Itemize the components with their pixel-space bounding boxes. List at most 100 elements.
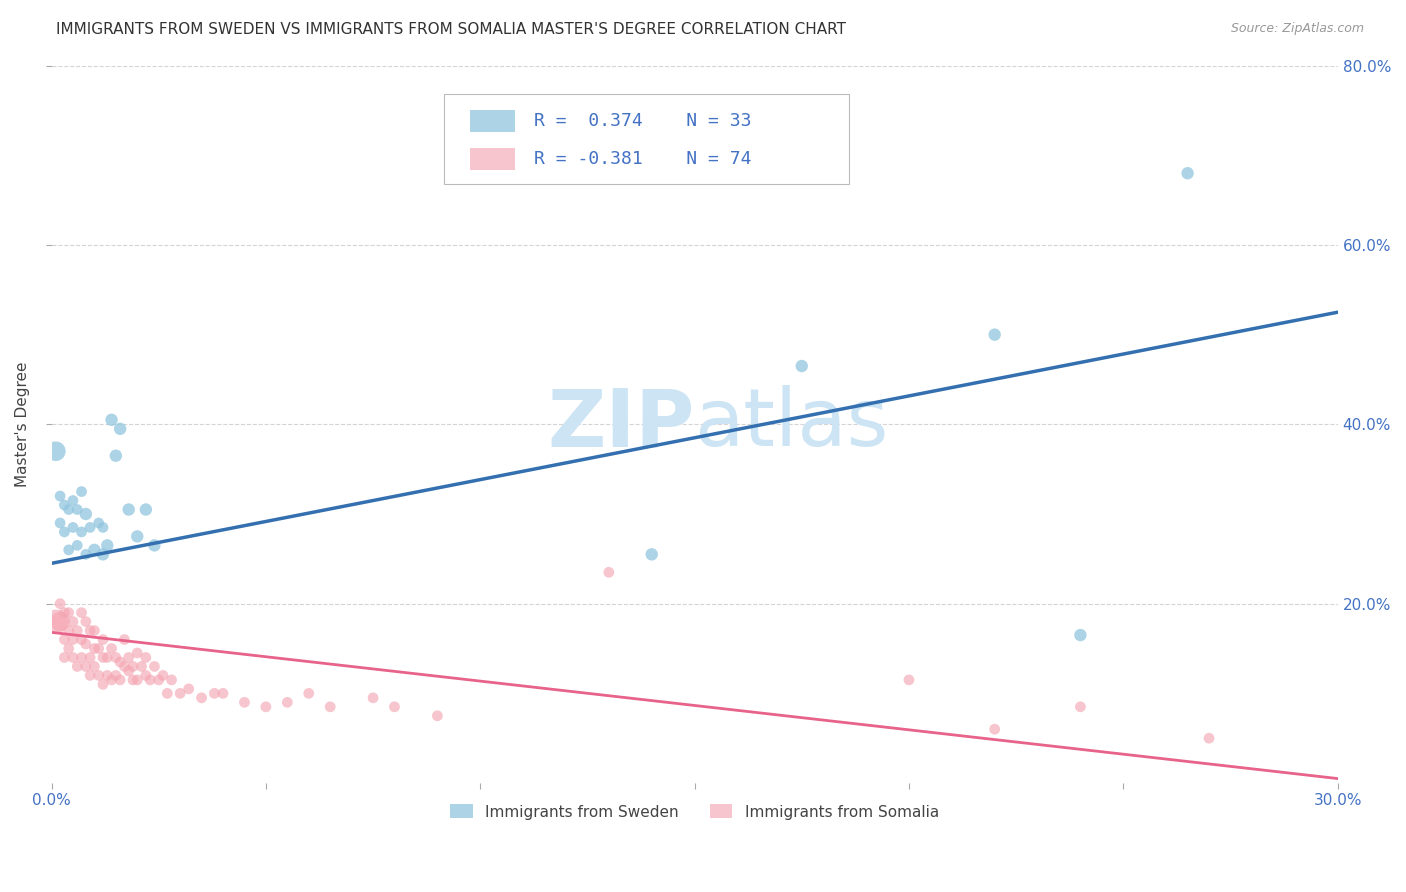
Point <box>212 686 235 700</box>
Point <box>53 650 76 665</box>
Point <box>62 493 84 508</box>
FancyBboxPatch shape <box>444 95 849 184</box>
Point <box>190 690 212 705</box>
Point <box>49 597 72 611</box>
Point <box>319 699 342 714</box>
Text: R =  0.374    N = 33: R = 0.374 N = 33 <box>534 112 751 130</box>
Point <box>75 637 97 651</box>
Point <box>45 444 67 458</box>
Point <box>79 668 101 682</box>
Point <box>87 668 110 682</box>
Point <box>112 632 135 647</box>
Point <box>108 673 131 687</box>
Point <box>91 632 114 647</box>
Text: atlas: atlas <box>695 385 889 463</box>
Point <box>75 507 97 521</box>
Point <box>127 646 149 660</box>
Point <box>143 538 166 552</box>
Point <box>83 624 105 638</box>
Point <box>177 681 200 696</box>
Point <box>58 624 80 638</box>
Point <box>1069 699 1091 714</box>
Point <box>70 632 93 647</box>
Point <box>79 624 101 638</box>
Point <box>53 632 76 647</box>
Point <box>426 708 449 723</box>
Point <box>66 502 89 516</box>
Point <box>139 673 162 687</box>
Point <box>204 686 226 700</box>
Point <box>233 695 256 709</box>
Point <box>169 686 191 700</box>
Bar <box>470 110 515 132</box>
Point <box>641 547 664 561</box>
Point <box>112 659 135 673</box>
Point <box>1198 731 1220 746</box>
Point <box>152 668 174 682</box>
Point <box>1069 628 1091 642</box>
Point <box>49 516 72 530</box>
Point <box>108 655 131 669</box>
Point <box>49 489 72 503</box>
Point <box>1177 166 1199 180</box>
Bar <box>470 148 515 169</box>
Point <box>62 615 84 629</box>
Point <box>96 538 118 552</box>
Point <box>79 520 101 534</box>
Point <box>122 673 145 687</box>
Point <box>87 641 110 656</box>
Point <box>45 615 67 629</box>
Point <box>160 673 183 687</box>
Point <box>91 520 114 534</box>
Point <box>83 542 105 557</box>
Point <box>135 668 157 682</box>
Point <box>156 686 179 700</box>
Point <box>104 449 127 463</box>
Point <box>131 659 153 673</box>
Legend: Immigrants from Sweden, Immigrants from Somalia: Immigrants from Sweden, Immigrants from … <box>444 798 945 826</box>
Point <box>100 641 122 656</box>
Point <box>143 659 166 673</box>
Point <box>70 484 93 499</box>
Point <box>58 606 80 620</box>
Point <box>122 659 145 673</box>
Point <box>100 673 122 687</box>
Point <box>53 498 76 512</box>
Point <box>53 606 76 620</box>
Y-axis label: Master's Degree: Master's Degree <box>15 361 30 487</box>
Point <box>135 650 157 665</box>
Point <box>83 659 105 673</box>
Point <box>75 659 97 673</box>
Point <box>897 673 920 687</box>
Point <box>96 668 118 682</box>
Point <box>75 547 97 561</box>
Point <box>276 695 298 709</box>
Point <box>254 699 277 714</box>
Point <box>100 413 122 427</box>
Point <box>118 502 141 516</box>
Point <box>104 650 127 665</box>
Point <box>983 723 1005 737</box>
Point <box>58 502 80 516</box>
Text: Source: ZipAtlas.com: Source: ZipAtlas.com <box>1230 22 1364 36</box>
Point <box>87 516 110 530</box>
Point <box>66 624 89 638</box>
Point <box>108 422 131 436</box>
Point <box>83 641 105 656</box>
Point <box>70 650 93 665</box>
Point <box>148 673 170 687</box>
Point <box>58 542 80 557</box>
Point <box>127 673 149 687</box>
Point <box>62 650 84 665</box>
Text: IMMIGRANTS FROM SWEDEN VS IMMIGRANTS FROM SOMALIA MASTER'S DEGREE CORRELATION CH: IMMIGRANTS FROM SWEDEN VS IMMIGRANTS FRO… <box>56 22 846 37</box>
Point <box>62 520 84 534</box>
Point <box>58 641 80 656</box>
Point <box>598 566 620 580</box>
Point <box>127 529 149 543</box>
Point <box>361 690 384 705</box>
Point <box>384 699 406 714</box>
Point <box>790 359 813 373</box>
Point <box>75 615 97 629</box>
Point <box>135 502 157 516</box>
Point <box>66 659 89 673</box>
